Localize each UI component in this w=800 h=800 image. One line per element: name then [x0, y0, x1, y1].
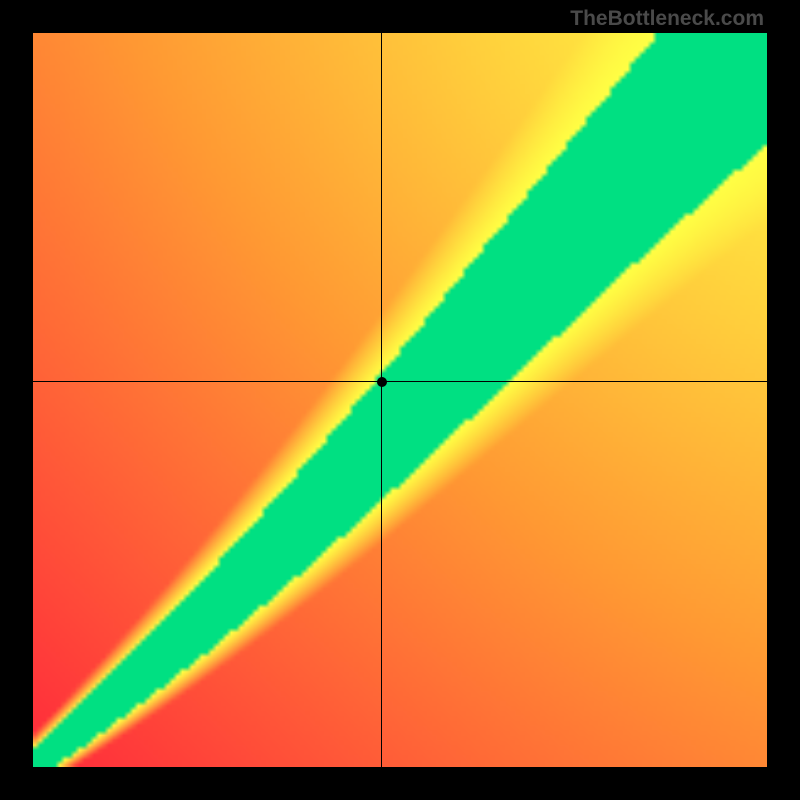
crosshair-horizontal: [33, 381, 767, 382]
chart-frame: { "heatmap": { "type": "heatmap", "canva…: [0, 0, 800, 800]
heatmap-canvas: [33, 33, 767, 767]
crosshair-marker: [377, 377, 387, 387]
crosshair-vertical: [381, 33, 382, 767]
watermark-text: TheBottleneck.com: [570, 7, 764, 31]
plot-area: [33, 33, 767, 767]
